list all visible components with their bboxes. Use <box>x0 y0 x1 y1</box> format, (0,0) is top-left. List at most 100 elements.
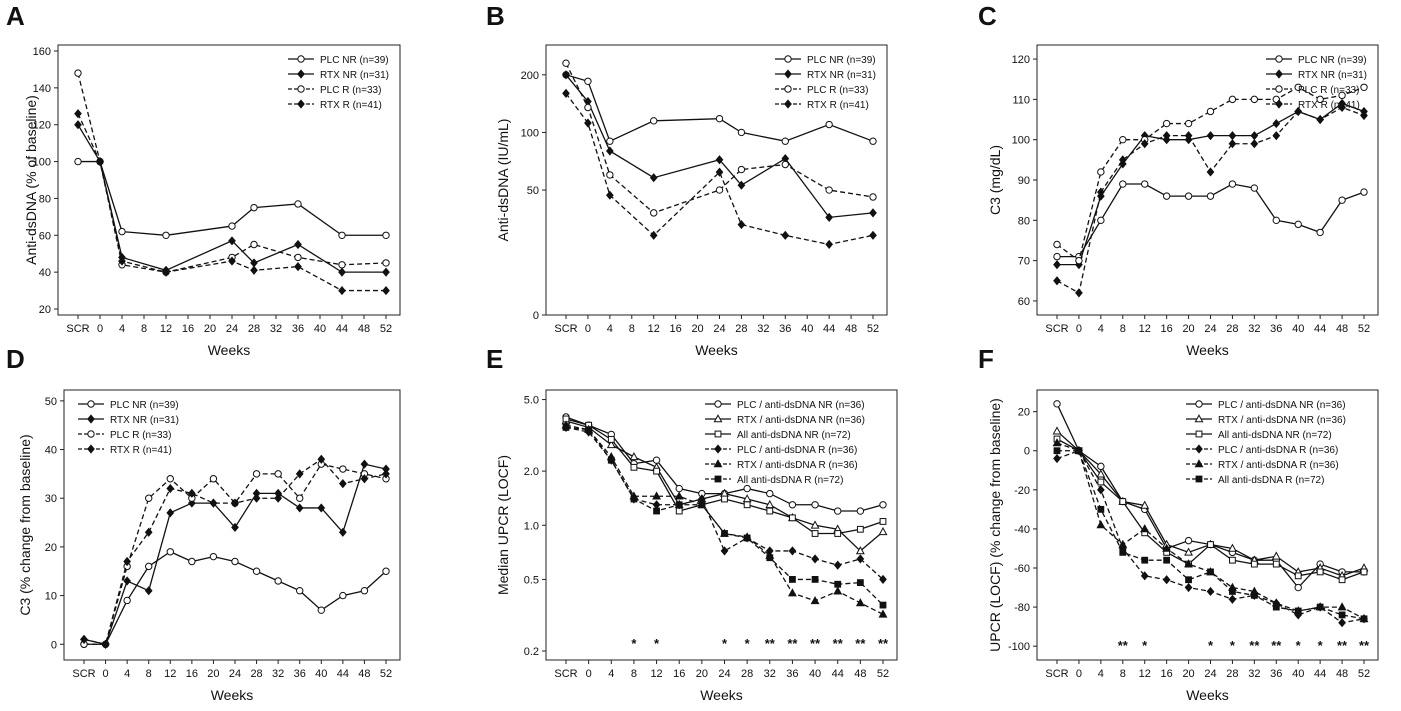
legend: PLC / anti-dsDNA NR (n=36) RTX / anti-dsD… <box>1186 400 1346 486</box>
data-point <box>1097 216 1105 225</box>
legend-label: RTX R (n=41) <box>807 100 869 111</box>
x-tick-label: 44 <box>1314 323 1326 335</box>
legend-label: PLC NR (n=39) <box>807 55 876 66</box>
y-tick-label: -60 <box>1014 563 1030 575</box>
significance-marker: * <box>631 636 637 651</box>
data-point <box>562 59 570 67</box>
data-point <box>295 503 304 513</box>
series-line <box>1057 450 1365 620</box>
y-tick-label: 80 <box>39 193 51 205</box>
legend-marker <box>784 69 792 79</box>
data-point <box>1250 184 1259 192</box>
data-point <box>743 484 751 493</box>
data-point <box>562 424 570 431</box>
data-point <box>317 503 326 513</box>
y-tick-label: 110 <box>1012 94 1030 106</box>
data-point <box>1052 438 1062 447</box>
data-point <box>585 426 593 434</box>
data-point <box>1075 288 1083 298</box>
y-tick-label: 200 <box>521 70 539 82</box>
significance-marker: ** <box>1337 638 1348 653</box>
data-point <box>1207 568 1214 576</box>
y-tick-label: 140 <box>33 83 51 95</box>
legend-marker <box>1195 475 1203 483</box>
data-point <box>743 501 751 509</box>
y-tick-label: 50 <box>527 185 539 197</box>
significance-marker: * <box>1142 638 1148 653</box>
data-point <box>360 459 369 469</box>
legend-marker <box>1194 459 1204 468</box>
x-tick-label: 0 <box>586 668 592 680</box>
data-point <box>96 156 104 167</box>
series-4 <box>80 454 390 649</box>
data-point <box>607 436 615 443</box>
data-point <box>715 167 724 177</box>
data-point <box>1140 571 1149 581</box>
significance-marker: ** <box>878 636 889 651</box>
data-point <box>652 456 661 464</box>
series-4 <box>1053 446 1368 628</box>
data-point <box>1272 603 1280 611</box>
data-point <box>1052 426 1062 435</box>
data-point <box>650 117 658 125</box>
data-point <box>360 474 369 484</box>
data-point <box>294 262 302 272</box>
data-point <box>166 508 175 518</box>
data-point <box>1316 603 1324 611</box>
panel-letter: F <box>978 344 994 374</box>
legend-marker <box>714 400 722 408</box>
significance-marker: * <box>745 636 751 651</box>
data-point <box>781 160 789 169</box>
data-point <box>856 525 864 533</box>
legend-marker <box>784 99 792 109</box>
x-tick-label: 4 <box>607 323 613 335</box>
legend-label: RTX R (n=41) <box>320 100 382 111</box>
data-point <box>675 484 683 493</box>
y-tick-label: 80 <box>1018 215 1030 227</box>
series-line <box>565 426 884 606</box>
legend-marker <box>87 430 95 438</box>
data-point <box>1184 119 1193 128</box>
data-point <box>1360 615 1368 623</box>
data-point <box>382 285 390 296</box>
data-point <box>1185 576 1192 584</box>
significance-marker: * <box>1318 638 1324 653</box>
x-tick-label: 48 <box>1336 668 1348 680</box>
data-point <box>1338 196 1346 204</box>
data-point <box>250 265 258 275</box>
data-point <box>123 556 131 567</box>
y-tick-label: 50 <box>45 396 57 408</box>
y-tick-label: 60 <box>39 230 51 242</box>
data-point <box>1338 618 1346 628</box>
data-point <box>228 236 236 246</box>
x-tick-label: 48 <box>854 668 866 680</box>
x-tick-label: 8 <box>1120 668 1126 680</box>
x-tick-label: 4 <box>119 323 125 335</box>
data-point <box>1141 556 1149 564</box>
y-tick-label: 120 <box>33 120 51 132</box>
data-point <box>1140 500 1150 509</box>
x-tick-label: 28 <box>250 668 262 680</box>
x-tick-label: 44 <box>337 668 349 680</box>
data-point <box>869 208 877 218</box>
data-point <box>653 467 660 475</box>
x-tick-label: 28 <box>741 668 753 680</box>
data-point <box>209 475 218 483</box>
significance-marker: ** <box>787 636 798 651</box>
x-tick-label: 40 <box>1292 668 1304 680</box>
series-4 <box>562 88 877 250</box>
data-point <box>1097 462 1105 471</box>
data-point <box>869 193 877 201</box>
y-tick-label: -40 <box>1014 524 1030 536</box>
legend-label: PLC R (n=33) <box>1298 85 1359 96</box>
x-tick-label: SCR <box>66 323 89 335</box>
data-point <box>231 498 239 508</box>
data-point <box>606 190 614 200</box>
plot-frame <box>545 44 888 316</box>
legend-marker <box>1275 69 1283 79</box>
legend-label: All anti-dsDNA R (n=72) <box>1218 475 1324 486</box>
x-tick-label: 12 <box>650 668 662 680</box>
data-point <box>810 520 820 529</box>
data-point <box>811 576 819 583</box>
x-tick-label: SCR <box>72 668 95 680</box>
